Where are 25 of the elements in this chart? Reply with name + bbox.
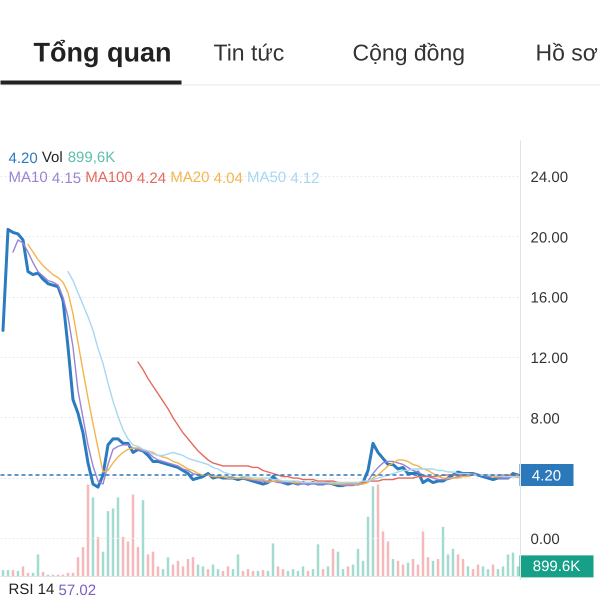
y-tick-label: 0.00 <box>530 530 560 548</box>
text: MA100 <box>85 169 133 186</box>
text: 899.6K <box>532 558 580 575</box>
annotation: 4.15 <box>52 170 82 187</box>
annotation: 899,6K <box>68 149 116 166</box>
y-tick-label: 24.00 <box>530 169 568 186</box>
text: MA20 <box>170 169 210 186</box>
annotation: 4.24 <box>136 170 166 187</box>
y-tick-label: 12.00 <box>530 350 568 367</box>
text: 57.02 <box>58 582 96 599</box>
text: Tin tức <box>214 40 284 66</box>
annotation: 4.20 <box>8 150 38 167</box>
annotation: Vol <box>42 149 63 166</box>
annotation: 4.04 <box>214 170 243 187</box>
text: Hồ sơ <box>536 40 598 66</box>
text: MA10 <box>8 169 48 186</box>
y-tick-label: 20.00 <box>530 229 568 246</box>
y-tick-label: 8.00 <box>530 410 560 428</box>
text: Cộng đồng <box>352 40 466 66</box>
annotation: 4.12 <box>290 170 320 187</box>
text: MA50 <box>246 169 286 186</box>
text: RSI 14 <box>8 581 54 598</box>
y-tick-label: 16.00 <box>530 290 568 307</box>
text: Tổng quan <box>34 38 172 68</box>
ref-line-label: 4.20 <box>532 468 562 485</box>
